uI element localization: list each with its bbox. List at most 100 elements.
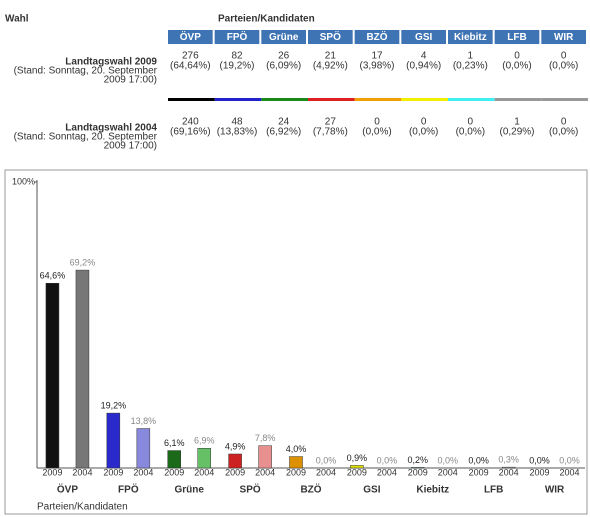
row-name: Landtagswahl 2004 bbox=[65, 123, 157, 134]
series-label: 2009 bbox=[530, 467, 550, 477]
header-label: SPÖ bbox=[320, 30, 341, 43]
cell: (0,0%) bbox=[549, 127, 578, 138]
header-label: BZÖ bbox=[366, 30, 387, 43]
cell: (0,94%) bbox=[406, 61, 441, 72]
x-tick-label: LFB bbox=[484, 485, 503, 496]
cell: 0 bbox=[514, 51, 520, 62]
value-label: 19,2% bbox=[101, 400, 127, 410]
row-stand: 2009 17:00) bbox=[104, 75, 157, 86]
cell: 17 bbox=[371, 51, 383, 62]
series-label: 2004 bbox=[255, 467, 275, 477]
cell: 24 bbox=[278, 117, 290, 128]
header-label: GSI bbox=[415, 32, 432, 43]
series-label: 2004 bbox=[133, 467, 153, 477]
cell: (64,64%) bbox=[170, 61, 211, 72]
cell: (0,0%) bbox=[409, 127, 438, 138]
party-stripe bbox=[261, 98, 308, 101]
series-label: 2004 bbox=[316, 467, 336, 477]
party-stripe bbox=[401, 98, 448, 101]
cell: (69,16%) bbox=[170, 127, 211, 138]
y-tick-label: 100% bbox=[12, 176, 35, 186]
bar bbox=[106, 412, 121, 469]
value-label: 7,8% bbox=[255, 433, 276, 443]
cell: 4 bbox=[421, 51, 427, 62]
header-cell bbox=[401, 30, 446, 44]
series-label: 2004 bbox=[194, 467, 214, 477]
x-axis-label: Parteien/Kandidaten bbox=[37, 502, 128, 513]
header-cell bbox=[541, 30, 586, 44]
row-stand: (Stand: Sonntag, 20. September bbox=[14, 66, 158, 77]
value-label: 6,9% bbox=[194, 436, 215, 446]
value-label: 6,1% bbox=[164, 438, 185, 448]
cell: 1 bbox=[514, 117, 520, 128]
series-label: 2009 bbox=[347, 467, 367, 477]
cell: (3,98%) bbox=[359, 61, 394, 72]
series-label: 2009 bbox=[164, 467, 184, 477]
row-stand: (Stand: Sonntag, 20. September bbox=[14, 132, 158, 143]
series-label: 2009 bbox=[42, 467, 62, 477]
series-label: 2004 bbox=[438, 467, 458, 477]
value-label: 0,0% bbox=[377, 455, 398, 465]
header-cell bbox=[308, 30, 353, 44]
row-name: Landtagswahl 2009 bbox=[65, 57, 157, 68]
x-tick-label: GSI bbox=[363, 485, 380, 496]
bar bbox=[167, 450, 181, 469]
x-tick-label: BZÖ bbox=[300, 483, 321, 496]
cell: 1 bbox=[468, 51, 474, 62]
cell: (6,92%) bbox=[266, 127, 301, 138]
cell: 0 bbox=[561, 117, 567, 128]
header-label: FPÖ bbox=[227, 30, 248, 43]
party-stripe bbox=[168, 98, 215, 101]
cell: (13,83%) bbox=[217, 127, 258, 138]
x-tick-label: WIR bbox=[545, 485, 565, 496]
bar bbox=[228, 453, 242, 469]
value-label: 0,0% bbox=[529, 455, 550, 465]
cell: 0 bbox=[374, 117, 380, 128]
value-label: 4,9% bbox=[225, 441, 246, 451]
parties-header: Parteien/Kandidaten bbox=[218, 14, 315, 25]
header-cell bbox=[214, 30, 260, 44]
series-label: 2004 bbox=[377, 467, 397, 477]
value-label: 0,0% bbox=[559, 455, 580, 465]
series-label: 2004 bbox=[499, 467, 519, 477]
row-stand: 2009 17:00) bbox=[104, 141, 157, 152]
bar bbox=[501, 466, 516, 469]
party-stripe bbox=[354, 98, 402, 101]
party-stripe bbox=[541, 98, 588, 101]
value-label: 69,2% bbox=[70, 257, 96, 267]
cell: 21 bbox=[325, 51, 337, 62]
cell: 27 bbox=[325, 117, 337, 128]
header-cell bbox=[448, 30, 493, 44]
header-label: WIR bbox=[554, 32, 574, 43]
cell: 82 bbox=[231, 51, 243, 62]
wahl-header: Wahl bbox=[5, 14, 29, 25]
value-label: 0,2% bbox=[408, 455, 429, 465]
cell: (0,0%) bbox=[456, 127, 485, 138]
x-tick-label: SPÖ bbox=[240, 483, 261, 496]
bar bbox=[411, 467, 425, 469]
cell: (0,23%) bbox=[453, 61, 488, 72]
cell: (0,0%) bbox=[362, 127, 391, 138]
cell: 0 bbox=[468, 117, 474, 128]
value-label: 0,0% bbox=[468, 455, 489, 465]
party-stripe bbox=[494, 98, 542, 101]
party-stripe bbox=[214, 98, 262, 101]
value-label: 0,0% bbox=[316, 455, 337, 465]
party-stripe bbox=[448, 98, 495, 101]
cell: 240 bbox=[182, 117, 199, 128]
bar bbox=[45, 282, 60, 469]
cell: (4,92%) bbox=[313, 61, 348, 72]
header-label: LFB bbox=[507, 32, 526, 43]
bar bbox=[197, 448, 211, 469]
header-label: Kiebitz bbox=[454, 32, 487, 43]
series-label: 2009 bbox=[469, 467, 489, 477]
series-label: 2009 bbox=[103, 467, 123, 477]
header-cell bbox=[354, 30, 400, 44]
value-label: 0,0% bbox=[438, 455, 459, 465]
cell: 26 bbox=[278, 51, 290, 62]
x-tick-label: Grüne bbox=[174, 485, 204, 496]
value-label: 0,3% bbox=[498, 455, 519, 465]
cell: 0 bbox=[561, 51, 567, 62]
x-tick-label: ÖVP bbox=[57, 483, 78, 496]
cell: 48 bbox=[231, 117, 243, 128]
